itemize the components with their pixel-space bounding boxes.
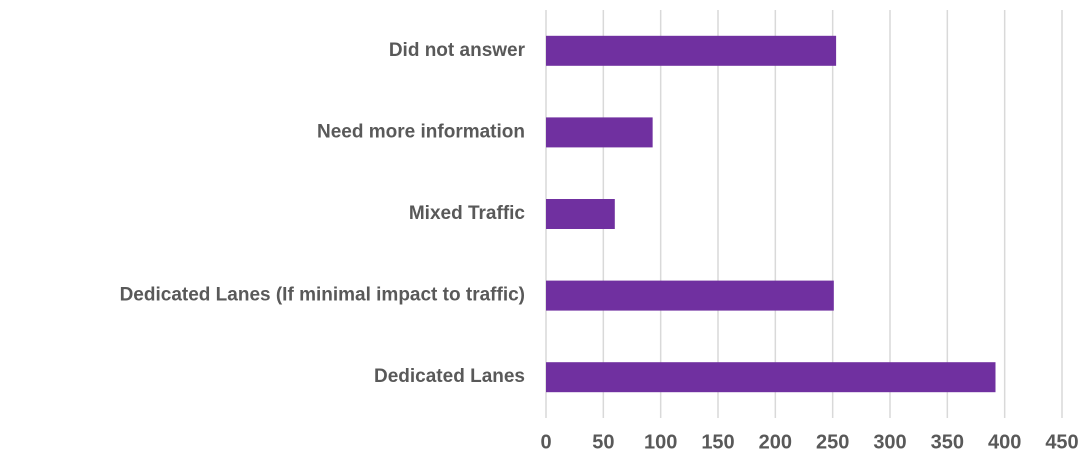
x-tick-label: 0 <box>540 431 551 453</box>
y-tick-label: Mixed Traffic <box>409 203 526 224</box>
y-tick-label: Dedicated Lanes <box>374 366 525 387</box>
x-tick-label: 450 <box>1045 431 1078 453</box>
bar <box>546 199 615 229</box>
x-tick-label: 200 <box>759 431 792 453</box>
bar <box>546 117 653 148</box>
x-tick-label: 250 <box>816 431 849 453</box>
x-tick-label: 400 <box>988 431 1021 453</box>
bar <box>546 35 837 66</box>
x-tick-label: 150 <box>701 431 734 453</box>
bar <box>546 362 996 393</box>
y-tick-label: Need more information <box>317 121 525 142</box>
x-tick-label: 300 <box>873 431 906 453</box>
x-tick-label: 50 <box>592 431 614 453</box>
bar <box>546 280 834 311</box>
y-tick-label: Dedicated Lanes (If minimal impact to tr… <box>120 285 525 306</box>
x-tick-label: 100 <box>644 431 677 453</box>
y-tick-label: Did not answer <box>389 40 526 61</box>
x-tick-label: 350 <box>931 431 964 453</box>
